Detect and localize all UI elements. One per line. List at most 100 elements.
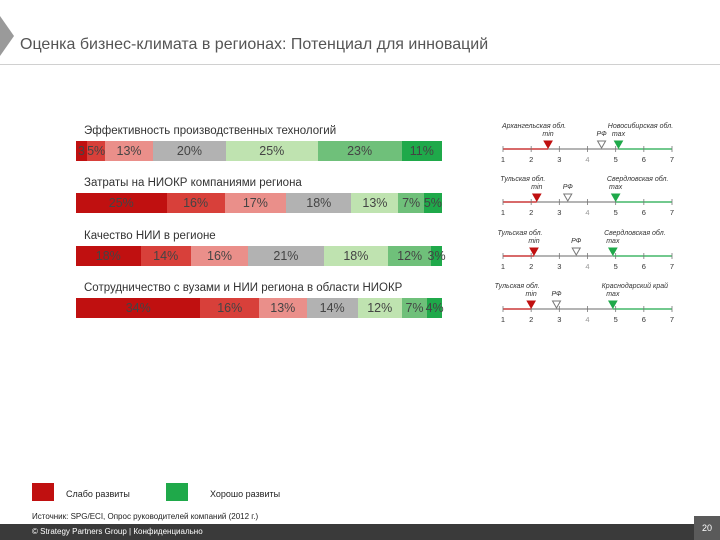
rf-label: РФ	[562, 184, 573, 191]
tick-label: 3	[557, 208, 562, 217]
bar-segment-label: 20%	[176, 144, 202, 158]
bar-segment: 7%	[401, 298, 428, 318]
bar-segment: 3%	[428, 246, 446, 266]
bar-segment: 18%	[286, 193, 352, 213]
bar-segment: 16%	[200, 298, 259, 318]
question-label: Качество НИИ в регионе	[84, 230, 216, 242]
max-region-label: Краснодарский край	[601, 283, 669, 290]
tick-label: 6	[641, 315, 646, 324]
bar-segment-label: 34%	[125, 301, 151, 315]
bar-segment-label: 4%	[425, 301, 444, 315]
max-marker	[613, 140, 624, 150]
tick-label: 6	[641, 208, 646, 217]
tick-label: 7	[669, 315, 675, 324]
bar-segment-label: 5%	[87, 144, 106, 158]
bar-segment-label: 12%	[397, 249, 423, 263]
bar-segment-label: 13%	[362, 196, 388, 210]
bar-segment: 25%	[76, 193, 167, 213]
footer-copyright: © Strategy Partners Group | Конфиденциал…	[32, 527, 203, 536]
bar-segment: 4%	[425, 298, 444, 318]
tick-label: 6	[641, 155, 646, 164]
source-note: Источник: SPG/ECI, Опрос руководителей к…	[32, 512, 259, 521]
stacked-bar: 34% 16% 13% 14% 12% 7% 4%	[76, 298, 444, 318]
question-label: Эффективность производственных технологи…	[84, 125, 337, 137]
bar-segment: 16%	[190, 246, 249, 266]
bar-segment-label: 16%	[207, 249, 233, 263]
tick-label: 7	[669, 155, 675, 164]
tick-label: 7	[669, 208, 675, 217]
tick-label: 2	[529, 155, 534, 164]
max-word-label: max	[606, 238, 620, 245]
bar-segment: 5%	[86, 141, 106, 161]
title-divider	[0, 64, 720, 65]
max-word-label: max	[606, 291, 620, 298]
bar-segment: 14%	[306, 298, 358, 318]
bar-segment-label: 16%	[217, 301, 243, 315]
bar-segment-label: 13%	[116, 144, 142, 158]
min-region-label: Архангельская обл.	[502, 123, 567, 130]
tick-label: 5	[613, 315, 618, 324]
tick-label: 4	[585, 208, 590, 217]
bar-segment-label: 13%	[270, 301, 296, 315]
rf-marker	[562, 193, 573, 203]
min-word-label: min	[525, 291, 537, 298]
tick-label: 5	[613, 262, 618, 271]
bar-segment: 13%	[258, 298, 307, 318]
bar-segment: 14%	[140, 246, 191, 266]
bar-segment-label: 18%	[343, 249, 369, 263]
max-region-label: Свердловская обл.	[604, 230, 666, 237]
max-word-label: max	[609, 184, 623, 191]
rf-label: РФ	[571, 238, 582, 245]
bar-segment: 12%	[357, 298, 402, 318]
bar-segment-label: 3%	[427, 249, 446, 263]
tick-label: 2	[529, 315, 534, 324]
min-region-label: Тульская обл.	[497, 230, 543, 237]
question-label: Затраты на НИОКР компаниями региона	[84, 177, 302, 189]
bar-segment: 12%	[388, 246, 432, 266]
rf-label: РФ	[551, 291, 562, 298]
min-marker	[543, 140, 553, 150]
legend-good-swatch	[166, 483, 188, 501]
tick-label: 2	[529, 208, 534, 217]
legend-weak-swatch	[32, 483, 54, 501]
tick-label: 7	[669, 262, 675, 271]
bar-segment: 21%	[248, 246, 324, 266]
max-marker	[610, 193, 621, 203]
footer-bar: © Strategy Partners Group | Конфиденциал…	[0, 516, 720, 540]
rf-marker	[551, 300, 562, 310]
bar-segment-label: 5%	[423, 196, 442, 210]
tick-label: 3	[557, 315, 562, 324]
bar-segment-label: 16%	[183, 196, 209, 210]
tick-label: 6	[641, 262, 646, 271]
min-region-label: Тульская обл.	[500, 176, 546, 183]
max-word-label: max	[611, 131, 626, 138]
bar-segment-label: 3	[78, 144, 85, 158]
bar-segment: 23%	[317, 141, 402, 161]
page-title: Оценка бизнес-климата в регионах: Потенц…	[20, 36, 489, 53]
min-word-label: min	[531, 184, 543, 191]
bar-segment: 20%	[152, 141, 227, 161]
bar-segment-label: 14%	[319, 301, 345, 315]
bar-segment-label: 14%	[153, 249, 179, 263]
tick-label: 1	[500, 208, 506, 217]
bar-segment-label: 23%	[347, 144, 373, 158]
tick-label: 2	[529, 262, 534, 271]
bar-segment: 11%	[401, 141, 442, 161]
tick-label: 4	[585, 155, 590, 164]
bar-segment-label: 11%	[409, 144, 434, 158]
max-region-label: Новосибирская обл.	[607, 123, 674, 130]
bar-segment: 18%	[323, 246, 389, 266]
bar-segment-label: 21%	[273, 249, 299, 263]
bar-segment-label: 7%	[402, 196, 421, 210]
bar-segment-label: 25%	[108, 196, 134, 210]
bar-segment: 13%	[351, 193, 399, 213]
min-marker	[526, 300, 537, 310]
bar-segment-label: 17%	[242, 196, 268, 210]
bar-segment: 5%	[423, 193, 442, 213]
tick-label: 1	[500, 155, 506, 164]
bar-segment-label: 18%	[306, 196, 332, 210]
max-marker	[607, 247, 618, 257]
